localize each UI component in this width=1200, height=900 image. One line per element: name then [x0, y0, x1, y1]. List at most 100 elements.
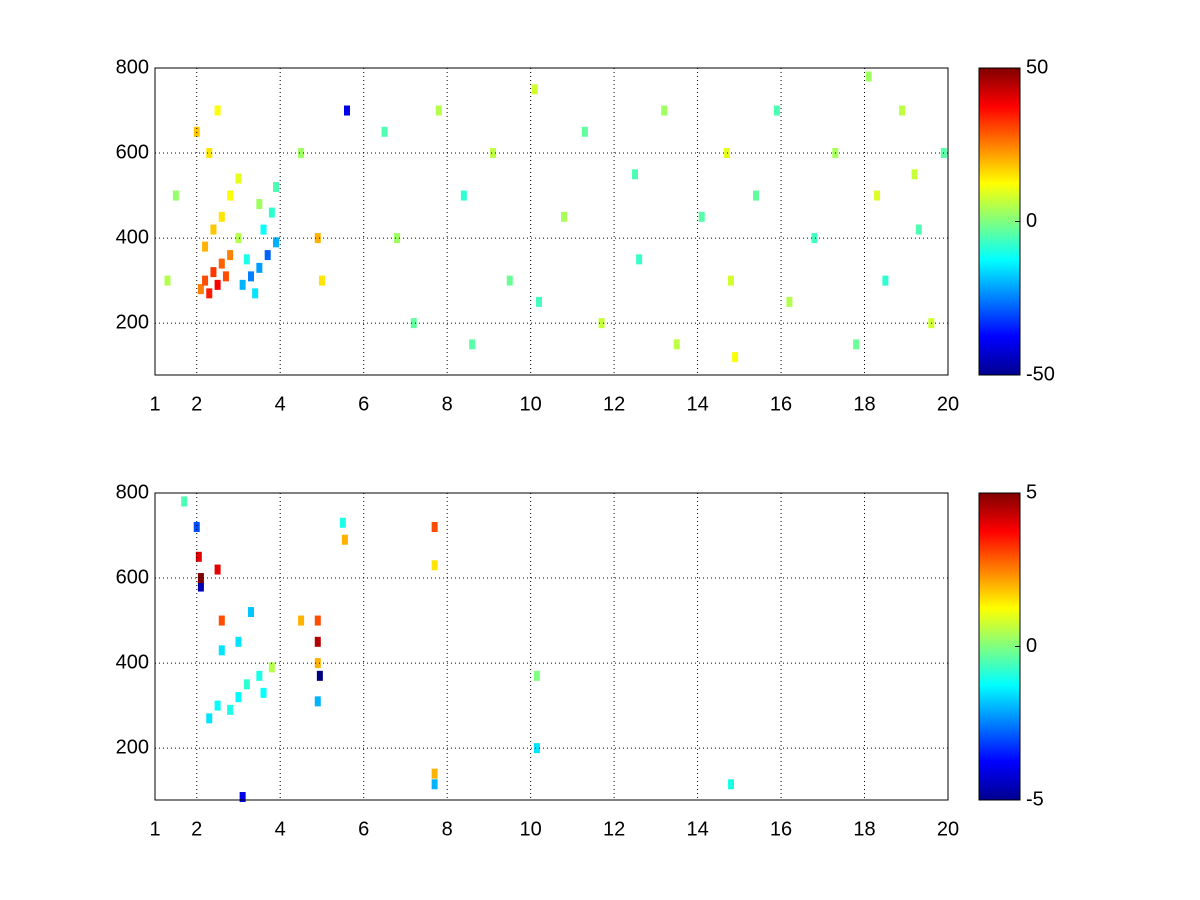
heat-cell [268, 207, 275, 218]
heat-cell [235, 233, 242, 244]
heat-cell [698, 211, 705, 222]
heat-cell [181, 496, 188, 507]
y-tick-label: 600 [116, 141, 149, 163]
y-tick-label: 800 [116, 56, 149, 78]
heat-cell [298, 615, 305, 626]
heat-cell [243, 254, 250, 265]
heat-cell [753, 190, 760, 201]
heat-cell [899, 105, 906, 116]
heat-cell [218, 211, 225, 222]
heat-cell [316, 670, 323, 681]
heat-cell [732, 352, 739, 363]
heat-cell [874, 190, 881, 201]
x-tick-label: 4 [275, 818, 286, 840]
colorbar-tick-label: 5 [1026, 481, 1037, 503]
heat-cell [210, 267, 217, 278]
heat-cell [410, 318, 417, 329]
y-tick-label: 400 [116, 651, 149, 673]
heat-cell [339, 517, 346, 528]
heat-cell [206, 713, 213, 724]
heat-cell [268, 662, 275, 673]
y-tick-label: 200 [116, 736, 149, 758]
heat-cell [314, 696, 321, 707]
heat-cell [195, 551, 202, 562]
heat-cell [673, 339, 680, 350]
x-tick-label: 14 [686, 393, 708, 415]
axes-box [154, 492, 949, 801]
heat-cell [243, 679, 250, 690]
heat-cell [314, 636, 321, 647]
heat-cell [260, 687, 267, 698]
heat-cell [260, 224, 267, 235]
plot-area [155, 493, 948, 800]
x-tick-label: 10 [520, 393, 542, 415]
x-tick-label: 2 [191, 818, 202, 840]
heat-cell [239, 279, 246, 290]
heat-cell [561, 211, 568, 222]
colorbar [978, 492, 1021, 801]
heat-cell [314, 658, 321, 669]
heat-cell [252, 288, 259, 299]
x-tick-label: 20 [937, 393, 959, 415]
heat-cell [239, 792, 246, 803]
colorbar-tick-label: -50 [1026, 363, 1055, 385]
x-tick-label: 6 [358, 393, 369, 415]
heat-cell [431, 779, 438, 790]
heat-cell [227, 704, 234, 715]
heat-cell [865, 71, 872, 82]
y-tick-label: 400 [116, 226, 149, 248]
heat-cell [197, 573, 204, 584]
heat-cell [214, 564, 221, 575]
heat-cell [773, 105, 780, 116]
x-tick-label: 20 [937, 818, 959, 840]
heat-cell [247, 271, 254, 282]
heat-cell [235, 636, 242, 647]
heat-cell [882, 275, 889, 286]
heat-cell [218, 615, 225, 626]
heat-cell [197, 284, 204, 295]
y-tick-label: 800 [116, 481, 149, 503]
colorbar-tick-label: -5 [1026, 788, 1044, 810]
heat-cell [235, 173, 242, 184]
x-tick-label: 8 [442, 818, 453, 840]
heat-cell [256, 262, 263, 273]
plot-area [155, 68, 948, 375]
heat-cell [911, 169, 918, 180]
heat-cell [341, 534, 348, 545]
x-tick-label: 6 [358, 818, 369, 840]
heat-cell [460, 190, 467, 201]
heat-cell [256, 670, 263, 681]
heat-cell [581, 126, 588, 137]
heat-cell [218, 645, 225, 656]
x-tick-label: 14 [686, 818, 708, 840]
heat-cell [431, 522, 438, 533]
colorbar-tick-label: 50 [1026, 56, 1048, 78]
heat-cell [853, 339, 860, 350]
y-tick-label: 600 [116, 566, 149, 588]
heat-cell [631, 169, 638, 180]
heat-cell [256, 199, 263, 210]
heat-cell [202, 241, 209, 252]
heat-cell [235, 692, 242, 703]
heat-cell [343, 105, 350, 116]
x-tick-label: 16 [770, 818, 792, 840]
heat-cell [723, 148, 730, 159]
heat-cell [314, 233, 321, 244]
x-tick-label: 16 [770, 393, 792, 415]
heat-cell [431, 768, 438, 779]
x-tick-label: 1 [149, 818, 160, 840]
heat-cell [214, 700, 221, 711]
heat-cell [247, 607, 254, 618]
heat-cell [298, 148, 305, 159]
x-tick-label: 12 [603, 393, 625, 415]
heat-cell [533, 743, 540, 754]
x-tick-label: 18 [853, 393, 875, 415]
heat-cell [218, 258, 225, 269]
heat-cell [431, 560, 438, 571]
heat-cell [193, 126, 200, 137]
heat-cell [193, 522, 200, 533]
heat-cell [811, 233, 818, 244]
x-tick-label: 12 [603, 818, 625, 840]
